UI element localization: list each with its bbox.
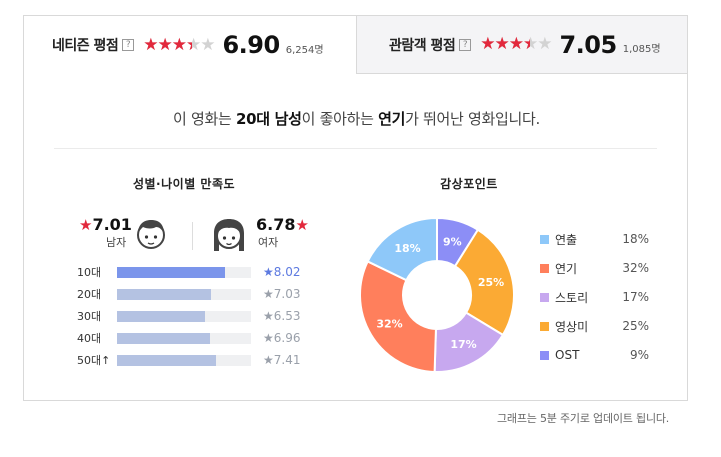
summary-point: 연기 — [378, 110, 406, 128]
male-score-value: 7.01 — [92, 215, 132, 234]
age-label: 10대 — [77, 266, 102, 279]
audience-score: 7.05 — [559, 30, 617, 59]
legend-label: 스토리 — [555, 290, 589, 305]
netizen-score: 6.90 — [222, 31, 280, 59]
age-label: 50대↑ — [77, 354, 111, 367]
legend-swatch — [540, 292, 549, 302]
age-score: ★8.02 — [263, 265, 301, 279]
netizen-rating-title: 네티즌 평점 — [52, 38, 119, 54]
age-score: ★7.41 — [263, 353, 301, 367]
legend-percent: 32% — [622, 261, 649, 275]
netizen-star-rating: ★★★★★★★★★★ — [143, 34, 215, 55]
legend-swatch — [540, 234, 549, 244]
donut-slice-label: 18% — [394, 242, 420, 255]
age-bar — [117, 266, 225, 278]
legend-item: 연기 32% — [540, 260, 660, 276]
gender-age-title: 성별·나이별 만족도 — [132, 177, 236, 191]
age-bar — [117, 288, 212, 300]
donut-slice-label: 9% — [443, 236, 462, 249]
legend-swatch — [540, 263, 549, 273]
age-label: 40대 — [77, 332, 102, 345]
age-bar-track — [117, 332, 251, 344]
audience-count: 1,085명 — [622, 44, 661, 55]
legend-label: OST — [555, 348, 580, 362]
legend-swatch — [540, 350, 549, 360]
help-icon[interactable]: ? — [459, 38, 472, 51]
age-score-value: 8.02 — [273, 265, 301, 279]
female-score-value: 6.78 — [256, 215, 296, 234]
audience-star-rating: ★★★★★★★★★★ — [480, 34, 552, 54]
legend-label: 연기 — [555, 261, 578, 276]
age-label: 20대 — [77, 288, 102, 301]
help-icon[interactable]: ? — [122, 39, 135, 51]
age-bar-track — [117, 266, 251, 278]
age-bar — [117, 354, 217, 366]
age-bar-track — [117, 288, 251, 300]
age-bar-track — [117, 310, 251, 322]
tab-netizen-rating[interactable]: 네티즌 평점 ? ★★★★★★★★★★ 6.90 6,254명 — [24, 16, 356, 74]
legend-item: 스토리 17% — [540, 289, 660, 305]
male-score: ★7.01 — [79, 215, 132, 234]
legend-percent: 18% — [622, 232, 649, 246]
donut-slice — [366, 217, 438, 282]
legend-item: 연출 18% — [540, 231, 660, 247]
legend-percent: 9% — [629, 348, 649, 362]
male-face-icon — [137, 220, 165, 249]
gender-divider — [192, 222, 193, 250]
divider — [54, 148, 657, 149]
age-row: 10대 ★8.02 — [77, 265, 300, 279]
summary-sentence: 이 영화는 20대 남성이 좋아하는 연기가 뛰어난 영화입니다. — [24, 108, 689, 129]
age-bar — [117, 310, 205, 322]
age-bar — [117, 332, 211, 344]
legend-label: 연출 — [555, 232, 578, 247]
donut-slice — [359, 260, 437, 373]
legend-label: 영상미 — [555, 319, 589, 334]
age-score: ★6.53 — [263, 309, 301, 323]
summary-group: 20대 남성 — [235, 110, 302, 128]
donut-slice — [453, 228, 515, 337]
legend-percent: 25% — [622, 319, 649, 333]
donut-slice-label: 17% — [450, 338, 476, 351]
age-score-value: 6.96 — [273, 331, 301, 345]
age-row: 20대 ★7.03 — [77, 287, 300, 301]
female-score: 6.78★ — [256, 215, 309, 234]
viewing-points-title: 감상포인트 — [440, 177, 498, 191]
age-score-value: 6.53 — [273, 309, 301, 323]
audience-rating-title: 관람객 평점 — [389, 37, 456, 54]
age-score: ★6.96 — [263, 331, 301, 345]
age-row: 40대 ★6.96 — [77, 331, 300, 345]
summary-mid: 이 좋아하는 — [301, 110, 379, 128]
viewing-points-donut-chart: 9% 25% 17% 32% 18% — [359, 217, 515, 373]
age-label: 30대 — [77, 310, 102, 323]
update-footnote: 그래프는 5분 주기로 업데이트 됩니다. — [497, 412, 670, 425]
legend-swatch — [540, 321, 549, 331]
male-label: 남자 — [106, 236, 127, 249]
female-label: 여자 — [258, 236, 279, 249]
summary-suffix: 가 뛰어난 영화입니다. — [405, 110, 540, 128]
rating-panel: 네티즌 평점 ? ★★★★★★★★★★ 6.90 6,254명 관람객 평점 ?… — [23, 15, 688, 401]
age-score: ★7.03 — [263, 287, 301, 301]
age-bar-track — [117, 354, 251, 366]
netizen-count: 6,254명 — [285, 44, 324, 56]
donut-slice-label: 32% — [376, 318, 402, 331]
age-score-value: 7.41 — [273, 353, 301, 367]
donut-slice-label: 25% — [478, 276, 504, 289]
age-score-value: 7.03 — [273, 287, 301, 301]
tab-audience-rating[interactable]: 관람객 평점 ? ★★★★★★★★★★ 7.05 1,085명 — [356, 16, 687, 74]
female-face-icon — [214, 219, 244, 251]
summary-prefix: 이 영화는 — [173, 110, 236, 128]
legend-percent: 17% — [622, 290, 649, 304]
legend-item: 영상미 25% — [540, 318, 660, 334]
legend-item: OST 9% — [540, 347, 660, 363]
age-row: 30대 ★6.53 — [77, 309, 300, 323]
age-row: 50대↑ ★7.41 — [77, 353, 300, 367]
